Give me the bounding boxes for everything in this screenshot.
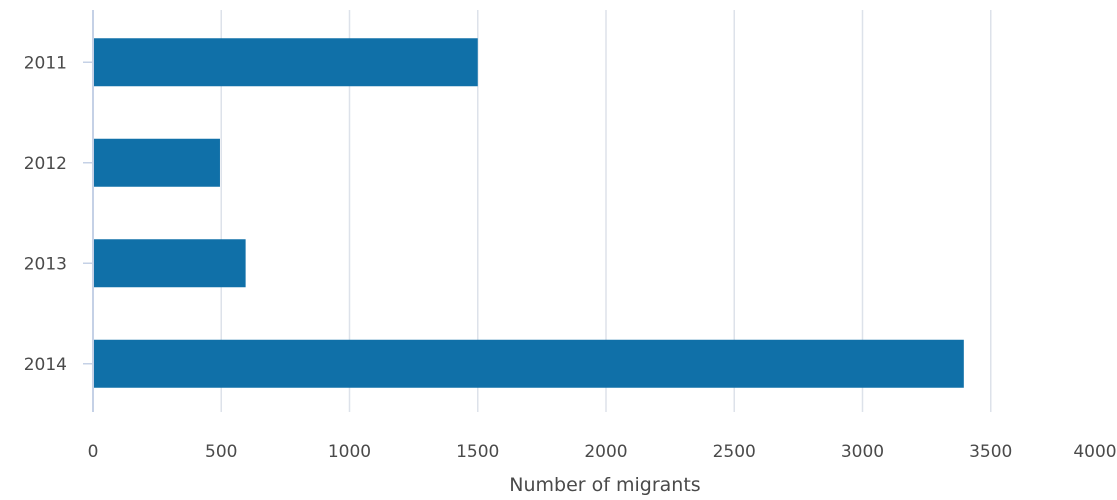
y-tick-label: 2013 bbox=[24, 254, 67, 274]
x-tick-label: 1500 bbox=[456, 442, 499, 462]
bar-2013 bbox=[94, 239, 246, 288]
axes bbox=[83, 10, 94, 412]
x-tick-label: 0 bbox=[88, 442, 99, 462]
bar-2014 bbox=[94, 339, 964, 388]
y-tick-label: 2011 bbox=[24, 53, 67, 73]
bar-2012 bbox=[94, 138, 220, 187]
x-tick-label: 1000 bbox=[328, 442, 371, 462]
x-tick-label: 2000 bbox=[584, 442, 627, 462]
x-axis-title: Number of migrants bbox=[509, 474, 700, 496]
bar-2011 bbox=[94, 38, 478, 87]
x-tick-label: 500 bbox=[205, 442, 237, 462]
x-tick-label: 4000 bbox=[1073, 442, 1116, 462]
x-tick-label: 3000 bbox=[841, 442, 884, 462]
y-tick-label: 2012 bbox=[24, 154, 67, 174]
y-tick-label: 2014 bbox=[24, 355, 67, 375]
x-tick-label: 2500 bbox=[713, 442, 756, 462]
tick-labels: 0 500 1000 1500 2000 2500 3000 3500 4000 2011 2012… bbox=[24, 53, 1117, 462]
bars bbox=[94, 38, 964, 388]
x-tick-label: 3500 bbox=[969, 442, 1012, 462]
